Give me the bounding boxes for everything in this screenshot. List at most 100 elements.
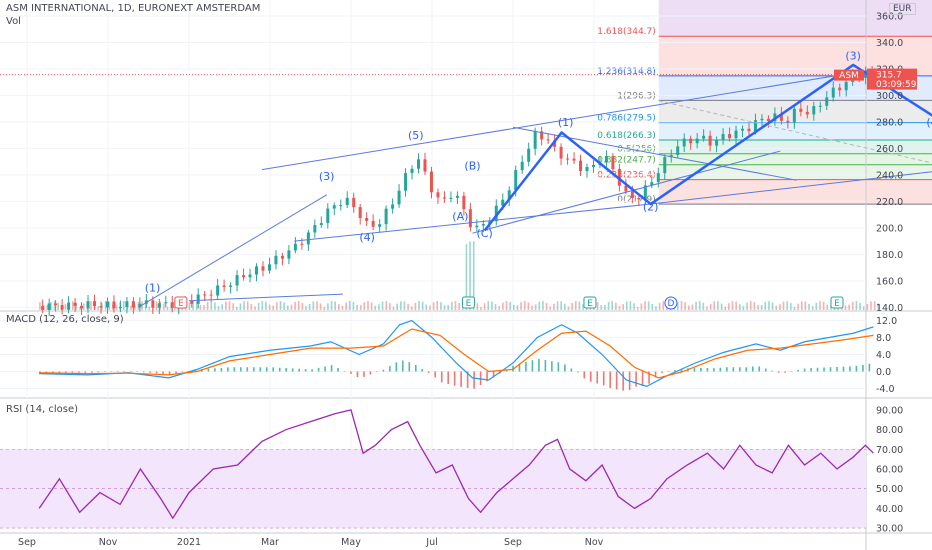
volume-bar <box>294 301 296 310</box>
macd-histogram-bar <box>829 367 832 372</box>
volume-bar <box>870 301 872 310</box>
volume-bar <box>370 302 373 310</box>
volume-bar <box>97 306 100 310</box>
volume-bar <box>487 301 490 310</box>
candle-body <box>591 164 595 167</box>
volume-bar <box>363 302 366 310</box>
fib-zone <box>658 153 932 165</box>
event-marker-earnings[interactable]: E <box>830 296 844 309</box>
event-marker-earnings_red[interactable]: E <box>174 296 188 309</box>
volume-bar <box>155 301 158 310</box>
macd-histogram-bar <box>337 368 339 372</box>
volume-label: Vol <box>6 16 21 27</box>
volume-bar <box>265 301 267 310</box>
macd-histogram-bar <box>667 371 670 372</box>
macd-histogram-bar <box>609 371 611 389</box>
time-tick-label: May <box>341 537 361 548</box>
macd-histogram-bar <box>602 371 605 386</box>
candle-body <box>80 305 84 309</box>
macd-histogram-bar <box>421 368 424 372</box>
candle-body <box>663 157 667 174</box>
macd-histogram-bar <box>363 371 365 377</box>
macd-histogram-bar <box>408 362 411 372</box>
volume-bar <box>257 302 260 310</box>
candle-body <box>131 301 135 308</box>
rsi-pane <box>0 409 874 529</box>
candle-body <box>345 197 349 206</box>
fib-level-label: 0.786(279.5) <box>597 114 656 124</box>
volume-bar <box>625 301 628 310</box>
event-marker-earnings[interactable]: E <box>461 296 475 309</box>
volume-bar <box>651 303 654 310</box>
candle-body <box>300 243 304 245</box>
candle-body <box>190 300 194 304</box>
volume-bar <box>272 305 275 310</box>
fib-zone <box>658 122 932 141</box>
candle-body <box>216 285 220 296</box>
chart-title: ASM INTERNATIONAL, 1D, EURONEXT AMSTERDA… <box>6 3 261 14</box>
price-tick-label: 240.0 <box>876 170 903 181</box>
drawing-lines <box>0 63 932 307</box>
volume-bar <box>381 301 384 310</box>
candle-body <box>689 138 693 144</box>
volume-bar <box>228 301 231 310</box>
macd-histogram-bar <box>816 367 819 372</box>
macd-histogram-bar <box>564 364 566 372</box>
candle-body <box>319 223 323 226</box>
volume-bar <box>407 303 409 310</box>
fib-level-label: 0.5(256) <box>617 145 656 155</box>
rsi-tick-label: 50.00 <box>876 484 903 495</box>
volume-bar <box>851 301 854 310</box>
macd-histogram-bar <box>84 371 87 373</box>
candle-body <box>358 207 362 218</box>
macd-histogram-bar <box>311 369 313 372</box>
macd-histogram-bar <box>220 367 223 372</box>
macd-tick-label: 4.0 <box>876 350 891 361</box>
volume-bar <box>695 301 697 310</box>
macd-histogram-bar <box>635 371 637 387</box>
macd-histogram-bar <box>427 371 430 373</box>
candle-body <box>280 255 284 259</box>
volume-bar <box>771 302 774 310</box>
candle-body <box>384 208 388 225</box>
volume-bar <box>709 303 712 310</box>
candle-body <box>67 302 71 310</box>
volume-bar <box>520 302 522 310</box>
elliott-wave-path <box>483 63 932 232</box>
fib-zone <box>658 164 932 180</box>
macd-histogram-bar <box>110 371 113 372</box>
currency-badge[interactable]: EUR <box>889 3 916 15</box>
wave-label: (B) <box>464 160 480 173</box>
volume-bar <box>341 305 344 310</box>
marker-label: D <box>667 299 674 309</box>
candle-body <box>86 301 90 309</box>
marker-shape <box>830 296 844 309</box>
volume-bar <box>104 301 107 310</box>
candle-body <box>643 185 647 200</box>
macd-histogram-bar <box>525 361 527 372</box>
macd-histogram-bar <box>116 371 119 372</box>
price-axis: 140.0 160.0 180.0 200.0 220.0 240.0 260.0 280.0… <box>834 11 917 535</box>
volume-bar <box>855 301 858 310</box>
volume-bar <box>571 303 573 310</box>
volume-bar <box>378 304 380 310</box>
volume-bar <box>698 301 701 310</box>
candle-body <box>818 105 822 107</box>
macd-histogram-bar <box>764 368 767 372</box>
event-marker-earnings[interactable]: E <box>583 296 597 309</box>
macd-histogram-bar <box>622 371 624 391</box>
candle-body <box>293 243 297 251</box>
event-marker-dividend[interactable]: D <box>664 296 678 310</box>
macd-histogram-bar <box>181 371 184 373</box>
macd-histogram-bar <box>45 371 48 373</box>
macd-histogram-bar <box>596 371 599 384</box>
candle-body <box>449 197 453 199</box>
macd-histogram-bar <box>447 371 449 385</box>
volume-bar <box>122 301 125 310</box>
marker-label: E <box>466 299 472 309</box>
volume-bar <box>844 305 847 310</box>
volume-bar <box>268 304 271 310</box>
trend-line-1 <box>140 194 327 307</box>
candle-body <box>378 224 382 227</box>
